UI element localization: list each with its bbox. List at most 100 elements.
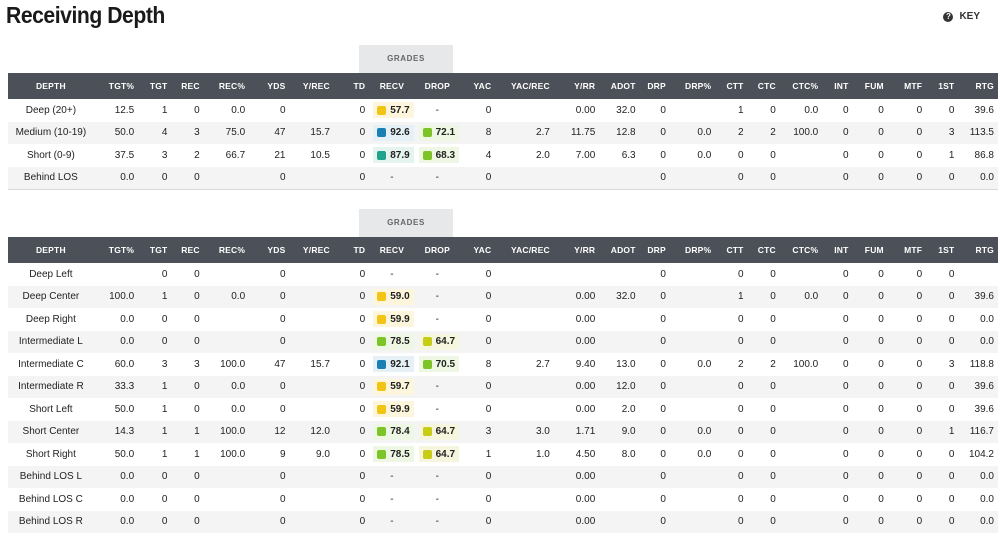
tgt-pct-cell: 0.0 <box>93 465 139 488</box>
rec-pct-cell <box>204 308 249 331</box>
column-header-yac[interactable]: YAC <box>460 73 496 99</box>
key-button[interactable]: ? KEY <box>943 11 980 22</box>
tgt-pct-cell <box>94 263 138 286</box>
drop-grade: 64.7 <box>418 333 460 350</box>
drop-grade: - <box>419 379 455 395</box>
adot-cell: 2.0 <box>621 403 636 415</box>
column-header-drop[interactable]: DROP <box>414 237 461 263</box>
tgt-pct-cell: 12.5 <box>114 104 135 116</box>
rec-pct-cell: 100.0 <box>220 358 246 370</box>
drp-pct-cell <box>670 398 715 421</box>
column-header-y-rec[interactable]: Y/REC <box>289 237 334 263</box>
column-header-rtg[interactable]: RTG <box>958 73 998 99</box>
ctc-pct-cell <box>779 330 823 353</box>
ctc-cell: 0 <box>770 149 776 161</box>
drp-cell: 0 <box>639 330 670 353</box>
depth-cell: Short Left <box>29 403 73 415</box>
column-header-drp[interactable]: DRP <box>639 73 670 99</box>
rec-cell: 1 <box>194 448 200 460</box>
td-cell: 0 <box>333 330 370 353</box>
recv-grade: 87.9 <box>373 147 414 164</box>
column-header-ctc[interactable]: CTC <box>747 73 780 99</box>
drp-pct-cell <box>669 166 716 189</box>
column-header-rec[interactable]: REC <box>171 73 204 99</box>
column-header-td[interactable]: TD <box>333 73 370 99</box>
y-rec-cell: 10.5 <box>310 149 330 161</box>
column-header-yds[interactable]: YDS <box>249 237 290 263</box>
column-header-int[interactable]: INT <box>822 237 853 263</box>
column-header-ctc-pct[interactable]: CTC% <box>779 237 823 263</box>
yds-cell: 9 <box>279 448 286 460</box>
column-header-rec-pct[interactable]: REC% <box>203 237 250 263</box>
grade-value: - <box>435 268 439 280</box>
tgt-pct-cell: 100.0 <box>93 285 139 308</box>
column-header-first-down[interactable]: 1ST <box>926 73 959 99</box>
td-cell: 0 <box>333 510 370 533</box>
column-header-drp[interactable]: DRP <box>639 237 670 263</box>
yac-cell: 0 <box>485 313 492 325</box>
column-header-depth[interactable]: DEPTH <box>8 73 94 99</box>
rtg-cell: 0.0 <box>958 465 998 488</box>
yac-cell: 0 <box>460 330 496 353</box>
column-header-yds[interactable]: YDS <box>249 73 290 99</box>
column-header-yac-rec[interactable]: YAC/REC <box>495 237 554 263</box>
yds-cell: 0 <box>249 166 290 189</box>
column-header-depth[interactable]: DEPTH <box>8 237 94 263</box>
grade-value: 78.5 <box>390 336 410 348</box>
grade-value: 59.7 <box>390 381 410 393</box>
ctc-cell: 0 <box>747 420 780 443</box>
column-header-tgt-pct[interactable]: TGT% <box>93 237 139 263</box>
column-header-td[interactable]: TD <box>333 237 370 263</box>
column-header-first-down[interactable]: 1ST <box>926 237 959 263</box>
ctt-cell: 1 <box>738 104 744 116</box>
adot-cell <box>599 465 640 488</box>
column-header-tgt[interactable]: TGT <box>138 237 172 263</box>
tgt-cell: 0 <box>138 465 172 488</box>
recv-grade: 59.9 <box>373 401 414 418</box>
grades-header-row: GRADES <box>8 209 998 237</box>
yac-cell: 8 <box>485 358 492 370</box>
tgt-cell: 1 <box>161 403 168 415</box>
column-header-rec-pct[interactable]: REC% <box>203 73 250 99</box>
column-header-tgt-pct[interactable]: TGT% <box>93 73 139 99</box>
column-header-tgt[interactable]: TGT <box>138 73 172 99</box>
column-header-y-rr[interactable]: Y/RR <box>553 237 600 263</box>
column-header-ctt[interactable]: CTT <box>715 237 748 263</box>
column-header-adot[interactable]: ADOT <box>599 73 640 99</box>
table-body: Deep (20+) 12.5 1 0 0.0 0 0 57.7-0 0.00 32.0 0 1 0 0.… <box>8 99 998 189</box>
grade-value: - <box>435 516 439 528</box>
table-row: Short Left 50.0 1 0 0.0 0 0 59.9-0 0.00 2.0 0 0 0 0 0 0… <box>8 398 998 421</box>
ctt-cell: 0 <box>738 149 744 161</box>
column-header-recv[interactable]: RECV <box>369 237 415 263</box>
column-header-yac[interactable]: YAC <box>460 237 496 263</box>
column-header-fum[interactable]: FUM <box>852 237 888 263</box>
column-header-recv[interactable]: RECV <box>369 73 415 99</box>
column-header-drop[interactable]: DROP <box>414 73 461 99</box>
column-header-y-rr[interactable]: Y/RR <box>553 73 600 99</box>
column-header-rtg[interactable]: RTG <box>958 237 998 263</box>
column-header-y-rec[interactable]: Y/REC <box>289 73 334 99</box>
depth-cell: Short (0-9) <box>26 149 75 161</box>
recv-grade-cell: - <box>369 488 414 511</box>
column-header-adot[interactable]: ADOT <box>599 237 640 263</box>
column-header-mtf[interactable]: MTF <box>887 73 927 99</box>
yac-cell: 0 <box>460 510 496 533</box>
column-header-int[interactable]: INT <box>822 73 853 99</box>
column-header-fum[interactable]: FUM <box>852 73 888 99</box>
depth-cell: Deep (20+) <box>25 104 77 116</box>
column-header-mtf[interactable]: MTF <box>887 237 927 263</box>
grade-value: 92.6 <box>390 127 410 139</box>
drop-grade: 70.5 <box>418 356 460 373</box>
first-down-cell: 0 <box>926 510 959 533</box>
drop-grade: - <box>419 266 455 282</box>
column-header-ctc[interactable]: CTC <box>747 237 780 263</box>
column-header-drp-pct[interactable]: DRP% <box>669 237 716 263</box>
column-header-yac-rec[interactable]: YAC/REC <box>495 73 554 99</box>
yac-rec-cell: 3.0 <box>495 420 554 443</box>
drp-cell: 0 <box>660 268 666 280</box>
column-header-drp-pct[interactable]: DRP% <box>669 73 716 99</box>
column-header-ctt[interactable]: CTT <box>715 73 748 99</box>
y-rec-cell: 12.0 <box>289 420 334 443</box>
column-header-ctc-pct[interactable]: CTC% <box>779 73 823 99</box>
column-header-rec[interactable]: REC <box>171 237 204 263</box>
